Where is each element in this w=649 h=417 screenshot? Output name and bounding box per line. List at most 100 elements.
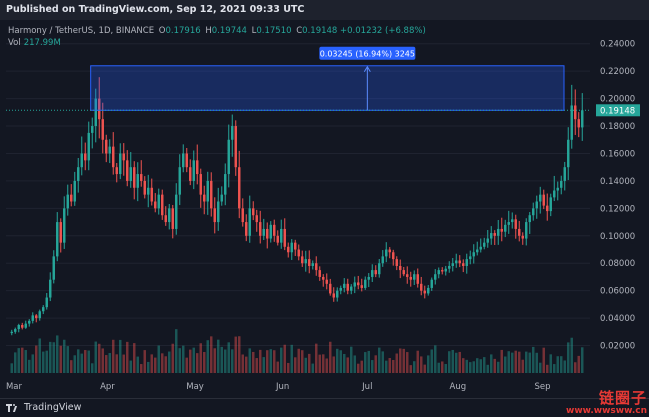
measure-arrow-head [363,65,371,73]
candle-body [434,274,437,280]
candle-body [504,224,507,232]
candle-body [157,194,160,209]
volume-bar [91,363,94,373]
volume-bar [290,344,293,373]
volume-bar [129,360,132,373]
candle-body [273,224,276,236]
measure-tool[interactable]: 0.03245 (16.94%) 3245 [90,46,565,111]
volume-bar [539,362,542,373]
volume-bar [238,336,241,373]
volume-bar [63,339,66,373]
volume-bar [490,354,493,373]
candle-body [45,297,48,308]
volume-bar [311,363,314,373]
volume-bar [143,350,146,373]
volume-bar [465,359,468,373]
candle-body [546,205,549,212]
candle-body [532,208,535,216]
candle-body [10,331,13,334]
volume-bar [42,351,45,373]
volume-bar [455,352,458,373]
candlestick-chart[interactable]: 0.03245 (16.94%) 3245 0.24000 0.22000 0.20… [0,20,649,398]
candle-body [392,252,395,260]
candle-body [430,279,433,288]
candle-body [399,265,402,271]
candle-body [248,208,251,236]
volume-bar [339,350,342,373]
candle-body [560,180,563,188]
price-tick-label: 0.12000 [600,204,635,214]
candle-body [413,274,416,280]
measure-label: 0.03245 (16.94%) 3245 [320,49,415,58]
symbol-name: Harmony / TetherUS, 1D, BINANCE [8,26,155,36]
candle-body [458,260,461,264]
tradingview-logo-icon [6,403,21,413]
candle-body [336,290,339,298]
candle-body [451,263,454,266]
volume-bar [66,346,69,373]
candle-body [287,246,290,253]
volume-bar [476,358,479,373]
watermark-url: www.wwsww.cn [566,406,647,416]
candles [10,77,584,336]
volume-bar [388,358,391,373]
volume-bar [563,360,566,373]
volume-bar [150,354,153,373]
candle-body [378,263,381,275]
candle-body [315,263,318,271]
candle-body [490,233,493,239]
volume-bar [346,357,349,373]
candle-body [59,222,62,243]
candle-body [24,323,27,328]
volume-bar [434,345,437,373]
volume-bar [220,346,223,373]
candle-body [161,194,164,216]
candle-body [178,167,181,195]
candle-body [175,194,178,229]
candle-body [259,222,262,236]
volume-bar [234,336,237,373]
candle-body [493,233,496,236]
volume-bar [525,351,528,373]
candle-body [567,139,570,168]
candle-body [119,153,122,175]
volume-bar [343,353,346,373]
volume-bar [392,359,395,373]
volume-bar [486,364,489,373]
candle-body [143,180,146,195]
candle-body [364,279,367,288]
time-axis[interactable]: Mar Apr May Jun Jul Aug Sep [6,382,551,392]
volume-bar [168,351,171,373]
volume-bar [294,357,297,373]
chart-area[interactable]: 0.03245 (16.94%) 3245 0.24000 0.22000 0.20… [0,20,649,398]
candle-body [38,311,41,319]
volume-bar [210,336,213,373]
volume-bar [217,339,220,373]
candle-body [549,197,552,212]
price-tick-label: 0.24000 [600,40,635,50]
candle-body [199,174,202,195]
volume-bar [437,362,440,373]
volume-bar [185,357,188,373]
candle-body [462,263,465,266]
candle-body [245,222,248,236]
time-tick-label: Jun [275,382,289,392]
candle-body [444,268,447,272]
volume-bar [371,360,374,373]
volume-bar [315,343,318,373]
candle-body [189,167,192,181]
volume-bar [420,356,423,373]
close-key: C [296,26,303,36]
tradingview-logo[interactable]: TradingView [6,402,81,413]
candle-body [318,270,321,277]
volume-bar [192,347,195,373]
price-axis[interactable]: 0.24000 0.22000 0.20000 0.18000 0.16000 0.140… [6,40,640,352]
candle-body [112,146,115,168]
volume-bar [115,354,118,373]
volume-bar [423,364,426,373]
candle-body [511,219,514,223]
volume-bar [322,354,325,373]
candle-body [500,228,503,232]
price-tick-label: 0.16000 [600,149,635,159]
volume-label: Vol [8,38,21,48]
